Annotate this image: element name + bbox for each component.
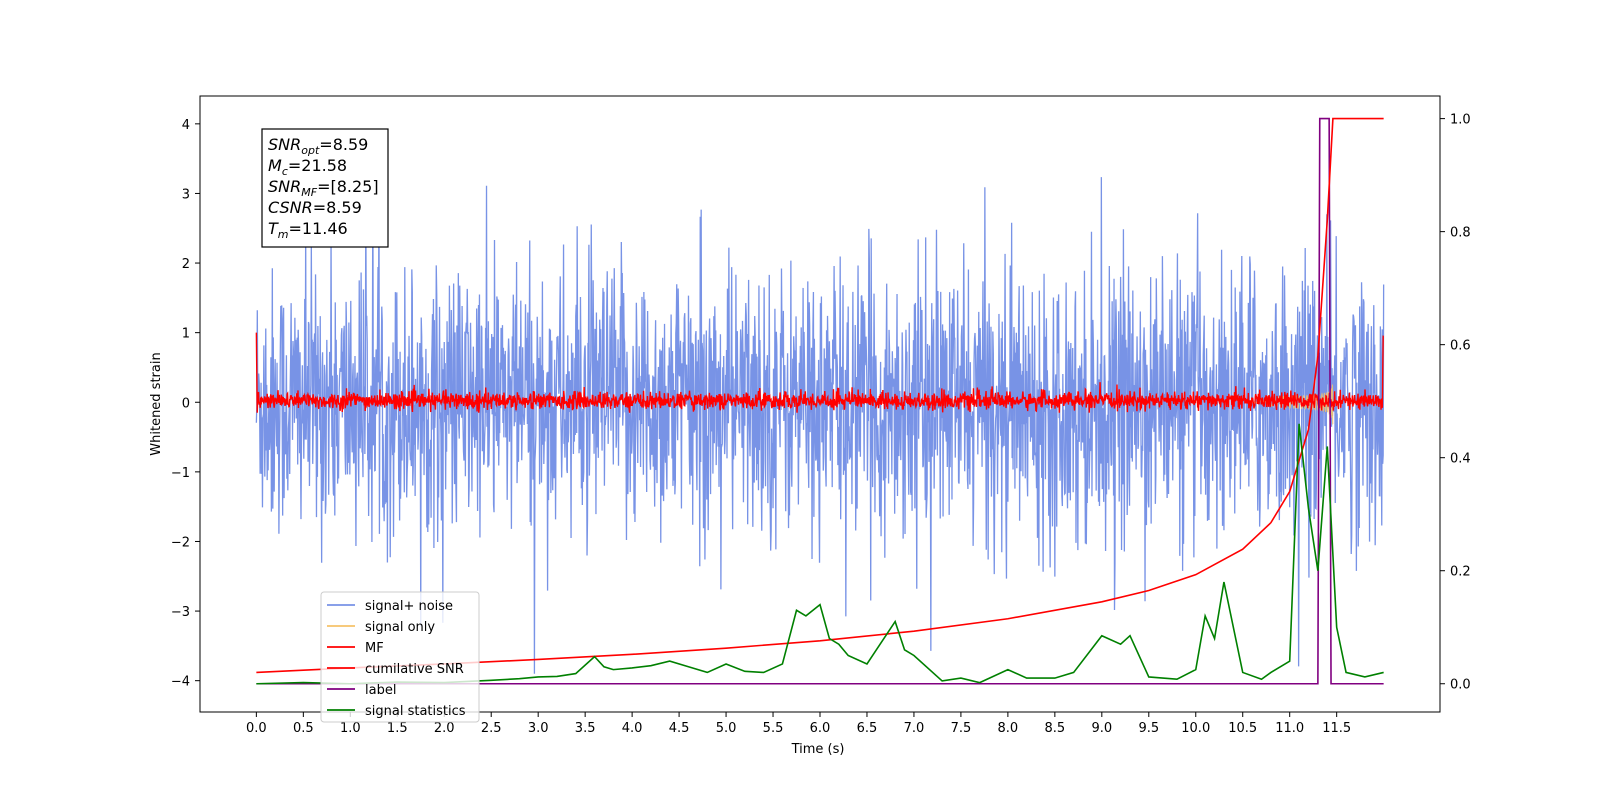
y-axis-left: −4 −3 −2 −1 0 1 2 3 4 (171, 118, 200, 690)
y-tick-label: 1 (182, 327, 190, 342)
series-signal-statistics (256, 423, 1384, 685)
x-tick-label: 2.0 (434, 721, 455, 736)
y2-tick-label: 0.0 (1450, 678, 1471, 693)
noise-layer (255, 150, 1385, 674)
x-tick-label: 6.0 (810, 721, 831, 736)
x-tick-label: 6.5 (857, 721, 878, 736)
x-tick-label: 7.0 (904, 721, 925, 736)
y2-tick-label: 0.6 (1450, 339, 1471, 354)
y-tick-label: 2 (182, 257, 190, 272)
series-cumulative-snr (256, 117, 1384, 674)
series-label (256, 117, 1384, 685)
x-axis-label: Time (s) (791, 742, 845, 757)
legend-label: label (365, 683, 396, 698)
info-box-frame (261, 128, 389, 248)
y2-tick-label: 0.8 (1450, 226, 1471, 241)
x-axis: 0.0 0.5 1.0 1.5 2.0 2.5 3.0 3.5 4.0 4.5 5.0 5.5 6.0 6… (246, 712, 1351, 736)
curve-layer (256, 117, 1384, 685)
x-tick-label: 5.5 (763, 721, 784, 736)
x-tick-label: 4.0 (622, 721, 643, 736)
info-line: Tm=11.46 (268, 219, 348, 241)
x-tick-label: 5.0 (716, 721, 737, 736)
x-tick-label: 9.0 (1091, 721, 1112, 736)
x-tick-label: 8.5 (1045, 721, 1066, 736)
y-tick-label: −1 (171, 466, 190, 481)
legend: signal+ noise signal only MF cumilative SNR… (320, 591, 480, 723)
y-tick-label: 3 (182, 187, 190, 202)
y2-tick-label: 0.4 (1450, 452, 1471, 467)
x-tick-label: 2.5 (481, 721, 502, 736)
y-tick-label: −3 (171, 605, 190, 620)
y-tick-label: −2 (171, 535, 190, 550)
x-tick-label: 4.5 (669, 721, 690, 736)
x-tick-label: 11.0 (1275, 721, 1304, 736)
series-signal-noise (255, 150, 1385, 674)
x-tick-label: 3.0 (528, 721, 549, 736)
info-line: SNRMF=[8.25] (268, 177, 379, 199)
legend-label: MF (365, 641, 384, 656)
y-tick-label: 0 (182, 396, 190, 411)
x-tick-label: 0.5 (293, 721, 314, 736)
x-tick-label: 0.0 (246, 721, 267, 736)
x-tick-label: 9.5 (1138, 721, 1159, 736)
info-box: SNRopt=8.59Mc=21.58SNRMF=[8.25]CSNR=8.59… (261, 128, 389, 248)
x-tick-label: 3.5 (575, 721, 596, 736)
y-axis-right: 0.0 0.2 0.4 0.6 0.8 1.0 (1440, 113, 1471, 693)
legend-frame (320, 591, 480, 723)
x-tick-label: 8.0 (998, 721, 1019, 736)
info-line: CSNR=8.59 (268, 198, 362, 217)
y-axis-label: Whitened strain (149, 352, 164, 455)
info-line: Mc=21.58 (268, 156, 347, 178)
y-tick-label: 4 (182, 118, 190, 133)
x-tick-label: 11.5 (1322, 721, 1351, 736)
y2-tick-label: 1.0 (1450, 113, 1471, 128)
series-mf (255, 332, 1384, 413)
y2-tick-label: 0.2 (1450, 565, 1471, 580)
legend-label: signal only (365, 620, 435, 635)
x-tick-label: 1.0 (340, 721, 361, 736)
y-tick-label: −4 (171, 675, 190, 690)
legend-label: signal statistics (365, 704, 466, 719)
x-tick-label: 1.5 (387, 721, 408, 736)
info-line: SNRopt=8.59 (268, 135, 368, 157)
legend-label: signal+ noise (365, 599, 453, 614)
x-tick-label: 10.5 (1228, 721, 1257, 736)
mf-layer (255, 332, 1384, 413)
x-tick-label: 7.5 (951, 721, 972, 736)
legend-label: cumilative SNR (365, 662, 464, 677)
x-tick-label: 10.0 (1181, 721, 1210, 736)
